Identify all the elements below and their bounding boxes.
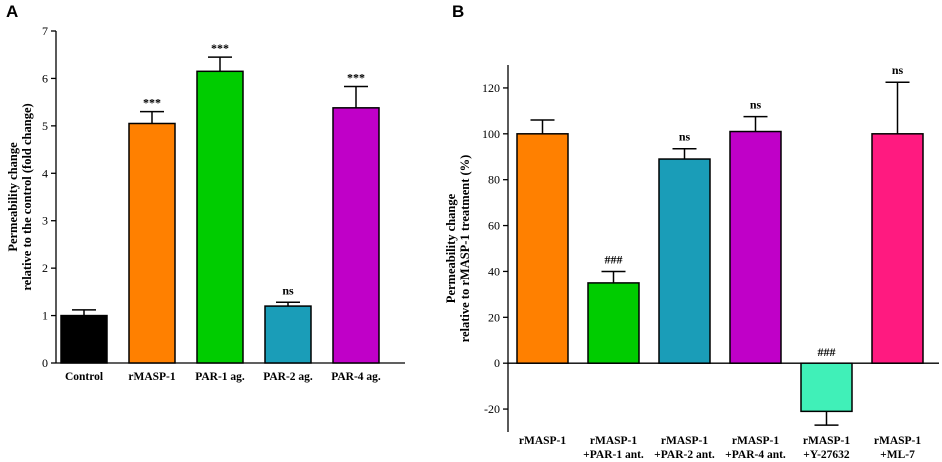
- panel-a-category-label: PAR-2 ag.: [263, 371, 313, 383]
- panel-a-category-label: rMASP-1: [128, 371, 176, 383]
- panel-a-y-tick-label: 5: [42, 119, 48, 133]
- panel-b-y-tick-label: 0: [494, 356, 500, 370]
- panel-b-y-axis-title: relative to rMASP-1 treatment (%): [458, 155, 472, 343]
- panel-a-category-label: PAR-4 ag.: [331, 371, 381, 383]
- panel-a-bar: [128, 122, 176, 364]
- panel-b-category-label: +Y-27632: [803, 449, 850, 461]
- panel-a-y-tick-label: 3: [42, 214, 48, 228]
- panel-b-y-tick-label: 120: [482, 81, 500, 95]
- panel-a-significance-label: ***: [347, 70, 365, 84]
- panel-a-category-label: PAR-1 ag.: [195, 371, 245, 383]
- panel-b-label: B: [452, 2, 464, 21]
- panel-a-bar: [332, 107, 380, 364]
- panel-a-significance-label: ns: [282, 283, 294, 297]
- panel-a-significance-label: ***: [211, 41, 229, 55]
- panel-a-y-tick-label: 0: [42, 356, 48, 370]
- panel-b-bar: [587, 282, 640, 364]
- panel-a-y-tick-label: 7: [42, 24, 48, 38]
- panel-b-y-tick-label: 80: [488, 173, 500, 187]
- panel-b-category-label: rMASP-1: [874, 435, 922, 447]
- panel-b-category-label: rMASP-1: [519, 435, 567, 447]
- panel-a-y-axis-title: relative to the control (fold change): [20, 103, 34, 290]
- panel-b-y-tick-label: 60: [488, 219, 500, 233]
- panel-b-bar: [516, 133, 569, 364]
- panel-a-label: A: [6, 2, 18, 21]
- panel-b-significance-label: ###: [605, 252, 623, 266]
- panel-b-category-label: rMASP-1: [661, 435, 709, 447]
- panel-b-significance-label: ns: [679, 130, 691, 144]
- panel-a-bar: [196, 70, 244, 364]
- panel-b-category-label: rMASP-1: [732, 435, 780, 447]
- panel-b-bar: [729, 130, 782, 364]
- panel-b-y-tick-label: -20: [484, 402, 500, 416]
- panel-a-bar: [60, 314, 108, 364]
- panel-a-significance-label: ***: [143, 96, 161, 110]
- panel-b-chart: B -20 0 20 40 60 80 100 120 Permeability change re…: [444, 2, 939, 461]
- panel-b-category-label: rMASP-1: [590, 435, 638, 447]
- panel-b-bar: [800, 362, 853, 413]
- panel-a-y-axis-title: Permeability change: [6, 142, 20, 252]
- panel-b-bar: [658, 158, 711, 364]
- panel-b-y-axis-title: Permeability change: [444, 193, 458, 303]
- panel-a-category-label: Control: [65, 371, 103, 383]
- panel-b-category-label: +ML-7: [880, 449, 915, 461]
- panel-b-significance-label: ns: [892, 63, 904, 77]
- panel-b-category-label: +PAR-2 ant.: [654, 449, 715, 461]
- panel-a-y-tick-label: 1: [42, 309, 48, 323]
- panel-b-significance-label: ###: [818, 345, 836, 359]
- panel-b-category-label: +PAR-4 ant.: [725, 449, 786, 461]
- panel-a-y-tick-label: 6: [42, 71, 48, 85]
- panel-a-bar: [264, 305, 312, 364]
- panel-a-chart: A 0 1 2 3 4 5 6 7 Permeability change relative to …: [6, 2, 405, 383]
- panel-b-category-label: rMASP-1: [803, 435, 851, 447]
- panel-a-y-tick-label: 2: [42, 261, 48, 275]
- panel-b-significance-label: ns: [750, 98, 762, 112]
- panel-b-bar: [871, 133, 924, 364]
- panel-b-y-tick-label: 40: [488, 264, 500, 278]
- panel-a-y-tick-label: 4: [42, 166, 48, 180]
- panel-b-y-tick-label: 20: [488, 310, 500, 324]
- panel-b-y-tick-label: 100: [482, 127, 500, 141]
- panel-b-category-label: +PAR-1 ant.: [583, 449, 644, 461]
